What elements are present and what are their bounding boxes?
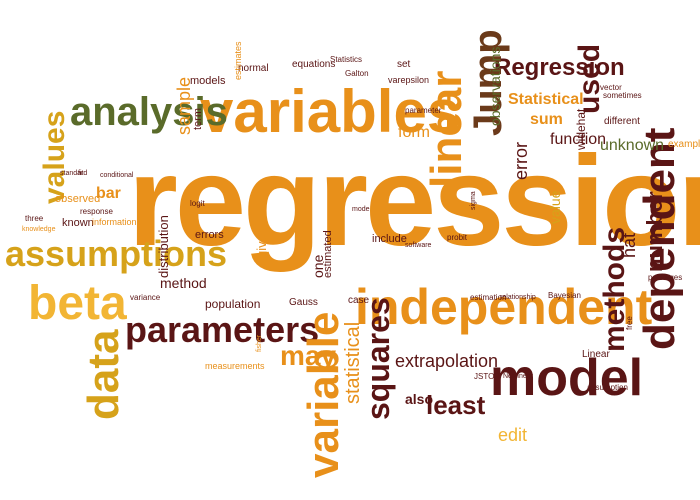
word-packages: packages [648, 273, 683, 282]
word-edit: edit [498, 425, 528, 445]
word-method: method [160, 275, 207, 291]
word-regression: regression [128, 130, 700, 273]
word-function: function [550, 131, 607, 148]
word-include: include [372, 233, 407, 245]
word-form: form [398, 124, 430, 141]
word-squares: squares [360, 297, 396, 420]
word-estimation: estimation [470, 293, 507, 302]
word-errors: errors [195, 229, 224, 241]
word-free: free [625, 316, 634, 330]
word-Nonlinear: Nonlinear [503, 373, 533, 380]
word-analysis: analysis [70, 90, 228, 134]
word-widehat: widehat [574, 108, 588, 150]
word-model: model [490, 349, 644, 407]
word-standard: standard [60, 170, 88, 177]
word-information: information [92, 217, 137, 227]
word-population: population [205, 297, 261, 311]
word-Bayesian: Bayesian [548, 291, 581, 300]
word-bar: bar [96, 185, 121, 202]
word-fit: fit [78, 170, 84, 177]
word-least: least [426, 390, 486, 420]
word-equations: equations [292, 59, 336, 70]
word-linear: linear [422, 70, 471, 188]
word-observed: observed [55, 193, 101, 205]
word-vector: vector [600, 83, 622, 92]
word-data: data [79, 329, 128, 420]
word-varepsilon: varepsilon [388, 75, 430, 85]
word-Regression: Regression [494, 54, 625, 81]
word-variable: variable [299, 311, 348, 478]
word-fisher: fisher [256, 334, 263, 352]
word-distribution: distribution [156, 215, 171, 278]
word-known: known [62, 217, 94, 229]
word-beta: beta [28, 277, 127, 330]
word-conditional: conditional [100, 172, 134, 179]
word-estimated: estimated [322, 230, 334, 278]
word-knowledge: knowledge [22, 226, 56, 233]
word-also: also [405, 391, 434, 407]
word-extrapolation: extrapolation [395, 351, 499, 371]
word-Statistical: Statistical [508, 91, 584, 108]
word-mode: mode [352, 206, 370, 213]
word-assumptions: assumptions [5, 233, 228, 274]
word-Statistics: Statistics [330, 55, 363, 64]
word-probit: probit [447, 233, 468, 242]
word-set: set [397, 59, 411, 70]
word-measurements: measurements [205, 361, 265, 371]
word-relationship: relationship [500, 294, 536, 301]
word-sometimes: sometimes [603, 91, 642, 100]
word-number: number [642, 191, 667, 272]
word-response: response [80, 207, 113, 216]
word-JSTOR: JSTOR [474, 372, 501, 381]
word-may: may [280, 340, 337, 371]
word-estimates: estimates [233, 41, 243, 80]
word-observations: observations [487, 46, 503, 126]
word-term: term [192, 108, 204, 130]
word-given: given [254, 226, 269, 258]
word-models: models [190, 75, 226, 87]
word-variables: variables [200, 78, 461, 145]
word-parameter: parameter [405, 106, 442, 115]
word-error: error [511, 141, 531, 180]
word-different: different [604, 116, 640, 127]
word-independent: independent [355, 279, 653, 335]
word-unknown: unknown [600, 137, 665, 154]
word-example: example [668, 139, 700, 150]
word-Linear: Linear [582, 349, 610, 360]
word-parameters: parameters [125, 309, 320, 350]
word-case: case [348, 295, 370, 306]
word-normal: normal [238, 63, 269, 74]
word-sigma: sigma [470, 191, 477, 210]
word-Galton: Galton [345, 69, 369, 78]
word-sum: sum [530, 111, 563, 128]
word-hat: hat [619, 232, 639, 258]
word-logit: logit [190, 199, 205, 208]
word-three: three [25, 214, 44, 223]
word-Gauss: Gauss [289, 297, 318, 308]
word-software: software [405, 242, 432, 249]
word-assumption: assumption [587, 383, 628, 392]
word-statistical: statistical [342, 321, 364, 404]
word-values: values [38, 110, 71, 204]
word-variance: variance [130, 293, 161, 302]
word-value: value [547, 190, 563, 224]
